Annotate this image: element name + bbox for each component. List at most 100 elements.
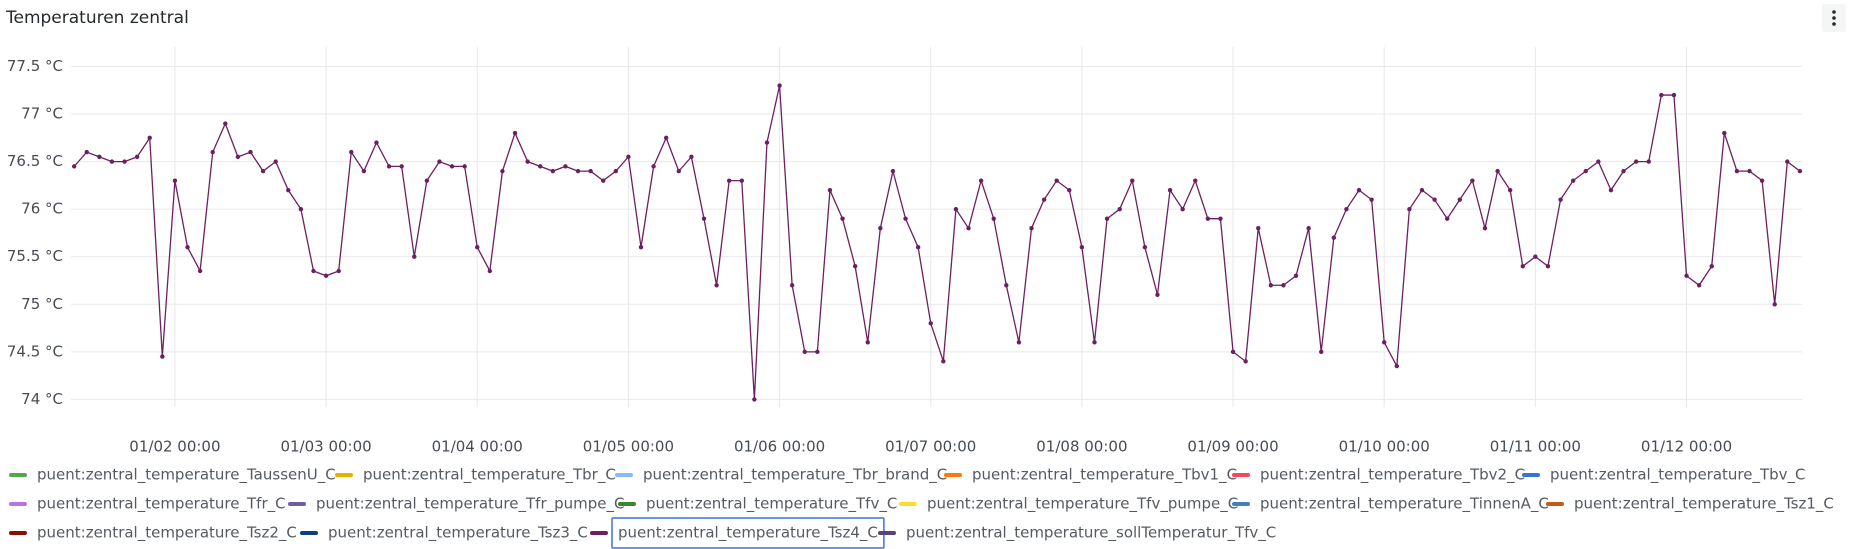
data-point: [412, 254, 417, 259]
panel-title: Temperaturen zentral: [5, 8, 189, 28]
data-point: [437, 159, 442, 164]
legend-item[interactable]: puent:zentral_temperature_Tbr_brand_C: [615, 466, 947, 485]
data-point: [878, 225, 883, 231]
data-point: [1155, 292, 1160, 297]
legend-item[interactable]: puent:zentral_temperature_TaussenU_C: [9, 466, 336, 485]
data-point: [273, 159, 278, 164]
data-point: [663, 135, 669, 141]
y-tick-label: 74 °C: [21, 390, 63, 408]
legend-label: puent:zentral_temperature_Tsz1_C: [1574, 495, 1834, 514]
data-point: [1331, 235, 1337, 240]
data-point: [336, 268, 341, 274]
data-point: [1319, 349, 1324, 355]
legend-item[interactable]: puent:zentral_temperature_Tbr_C: [335, 466, 616, 485]
legend-label: puent:zentral_temperature_Tsz4_C: [618, 524, 878, 543]
data-point: [563, 164, 568, 169]
legend-label: puent:zentral_temperature_Tsz3_C: [328, 524, 588, 543]
legend-swatch: [899, 502, 917, 506]
data-point: [1696, 283, 1702, 288]
data-point: [1356, 187, 1362, 193]
data-point: [966, 225, 971, 231]
data-point: [1596, 159, 1601, 164]
legend-item[interactable]: puent:zentral_temperature_Tbv2_C: [1232, 466, 1525, 485]
data-point: [512, 130, 518, 136]
series-line: [73, 85, 1801, 400]
data-point: [1293, 273, 1299, 278]
data-point: [601, 178, 606, 183]
data-point: [802, 349, 807, 355]
data-point: [1759, 178, 1765, 183]
data-point: [726, 178, 732, 183]
data-point: [827, 187, 833, 193]
x-tick-label: 01/08 00:00: [1036, 438, 1127, 456]
legend-swatch: [590, 531, 608, 535]
legend-item[interactable]: puent:zentral_temperature_Tfr_pumpe_C: [288, 495, 624, 514]
data-point: [1054, 178, 1059, 183]
data-point: [1608, 187, 1614, 193]
data-point: [71, 164, 77, 169]
data-point: [235, 154, 241, 160]
data-point: [1633, 159, 1639, 164]
data-point: [1533, 254, 1538, 259]
data-point: [1041, 197, 1047, 202]
data-point: [1205, 216, 1211, 221]
data-point: [1583, 168, 1588, 174]
data-point: [1432, 197, 1437, 202]
legend-item[interactable]: puent:zentral_temperature_TinnenA_C: [1232, 495, 1549, 514]
legend-item[interactable]: puent:zentral_temperature_Tfr_C: [9, 495, 286, 514]
data-point: [676, 168, 681, 174]
data-point: [248, 149, 253, 155]
legend-item[interactable]: puent:zentral_temperature_Tfv_C: [618, 495, 897, 514]
data-point: [1470, 178, 1475, 183]
legend-item[interactable]: puent:zentral_temperature_Tsz1_C: [1546, 495, 1834, 514]
data-point: [1142, 245, 1148, 250]
legend-swatch: [9, 473, 27, 477]
legend-item[interactable]: puent:zentral_temperature_Tsz4_C: [590, 517, 885, 549]
data-point: [1646, 159, 1651, 164]
data-point: [638, 245, 644, 250]
legend-item[interactable]: puent:zentral_temperature_Tsz3_C: [300, 524, 588, 543]
data-point: [462, 164, 467, 169]
data-point: [374, 140, 379, 145]
legend-label: puent:zentral_temperature_Tfv_C: [646, 495, 897, 514]
data-point: [197, 268, 203, 274]
data-point: [361, 168, 367, 174]
data-point: [651, 164, 656, 169]
data-point: [97, 154, 102, 160]
legend-item[interactable]: puent:zentral_temperature_Tfv_pumpe_C: [899, 495, 1238, 514]
data-point: [941, 359, 946, 364]
data-point: [852, 264, 858, 269]
data-point: [1029, 225, 1034, 231]
y-tick-label: 77 °C: [21, 105, 63, 123]
data-point: [1167, 187, 1173, 193]
legend-item[interactable]: puent:zentral_temperature_Tsz2_C: [9, 524, 297, 543]
legend-item[interactable]: puent:zentral_temperature_sollTemperatur…: [878, 524, 1276, 543]
legend-item[interactable]: puent:zentral_temperature_Tbv1_C: [944, 466, 1237, 485]
legend-swatch: [1522, 473, 1540, 477]
data-point: [538, 164, 543, 169]
data-point: [1457, 197, 1462, 202]
data-point: [1243, 359, 1248, 364]
data-point: [1117, 206, 1122, 212]
legend-item[interactable]: puent:zentral_temperature_Tbv_C: [1522, 466, 1806, 485]
data-point: [689, 154, 694, 160]
panel-menu[interactable]: [1822, 4, 1846, 32]
data-point: [1281, 283, 1286, 288]
data-point: [764, 140, 770, 145]
legend-swatch: [300, 531, 318, 535]
legend-label: puent:zentral_temperature_Tfr_C: [37, 495, 286, 514]
data-point: [1394, 363, 1400, 369]
data-point: [752, 397, 757, 402]
data-point: [789, 283, 795, 288]
legend-label: puent:zentral_temperature_Tbr_brand_C: [643, 466, 947, 485]
data-point: [1709, 264, 1714, 269]
data-point: [147, 135, 152, 141]
data-point: [109, 159, 115, 164]
data-point: [1419, 187, 1425, 193]
data-point: [1684, 273, 1689, 278]
data-point: [399, 164, 404, 169]
menu-dot: [1832, 22, 1836, 26]
x-tick-label: 01/04 00:00: [432, 438, 523, 456]
legend-swatch: [615, 473, 633, 477]
